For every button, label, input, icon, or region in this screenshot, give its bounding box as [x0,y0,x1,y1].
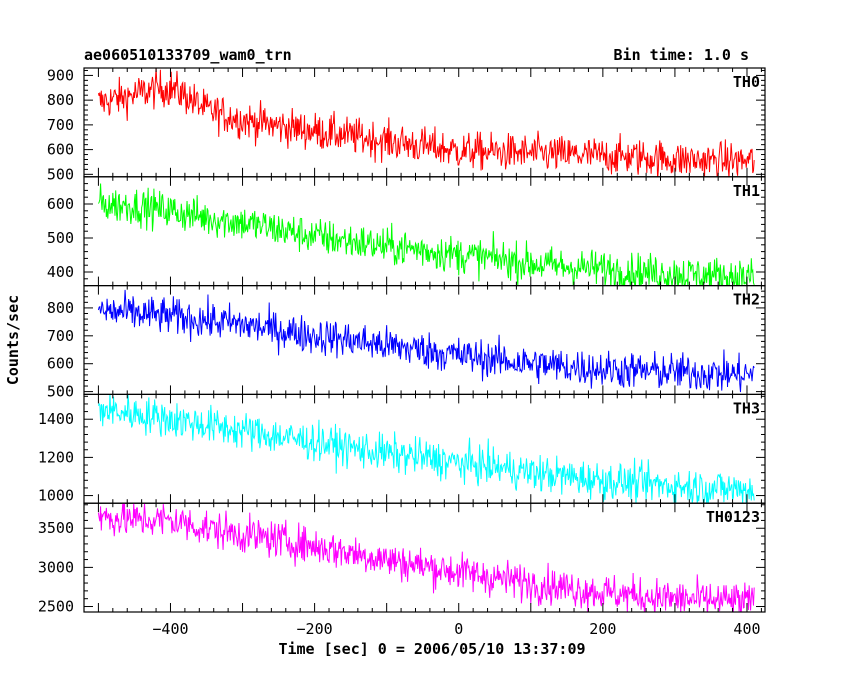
y-tick-label: 3500 [38,519,74,537]
panel-frame [83,502,766,613]
y-tick-label: 1400 [38,410,74,428]
y-tick-label: 1200 [38,448,74,466]
panel-label-th0123: TH0123 [706,508,760,526]
y-tick-label: 2500 [38,598,74,616]
x-axis-label: Time [sec] 0 = 2006/05/10 13:37:09 [278,640,585,658]
x-tick-label: 400 [733,620,760,638]
x-tick-label: −400 [152,620,188,638]
series-line-th3 [97,394,755,504]
x-tick-label: 200 [589,620,616,638]
panel-th0: 500 600 700 800 900 TH0 [47,66,766,183]
x-tick-label: −200 [297,620,333,638]
y-tick-label: 3000 [38,558,74,576]
panel-th0123: 2500 3000 3500 TH0123 [38,502,766,616]
y-tick-label: 800 [47,91,74,109]
series-line-th0 [97,68,755,177]
panel-label-th3: TH3 [733,399,760,417]
panel-label-th0: TH0 [733,73,760,91]
y-tick-label: 600 [47,195,74,213]
y-tick-label: 500 [47,383,74,401]
y-tick-label: 600 [47,355,74,373]
chart-title: ae060510133709_wam0_trn [84,46,292,64]
panel-th3: 1000 1200 1400 TH3 [38,393,766,505]
series-line-th1 [97,183,755,286]
panel-label-th2: TH2 [733,291,760,309]
y-axis-label: Counts/sec [4,295,22,385]
panels: 500 600 700 800 900 TH0 400 500 600 TH1 500 600 700 8… [38,66,766,638]
y-tick-label: 500 [47,229,74,247]
bin-time-label: Bin time: 1.0 s [614,46,749,64]
panel-th2: 500 600 700 800 TH2 [47,285,766,401]
y-tick-label: 700 [47,116,74,134]
y-tick-label: 900 [47,66,74,84]
y-tick-label: 700 [47,327,74,345]
series-line-th0123 [97,503,755,613]
panel-label-th1: TH1 [733,182,760,200]
y-tick-label: 800 [47,299,74,317]
y-tick-label: 500 [47,165,74,183]
y-tick-label: 1000 [38,487,74,505]
x-tick-label: 0 [454,620,463,638]
y-tick-label: 600 [47,141,74,159]
series-line-th2 [97,289,755,393]
panel-th1: 400 500 600 TH1 [47,176,766,287]
y-tick-label: 400 [47,263,74,281]
